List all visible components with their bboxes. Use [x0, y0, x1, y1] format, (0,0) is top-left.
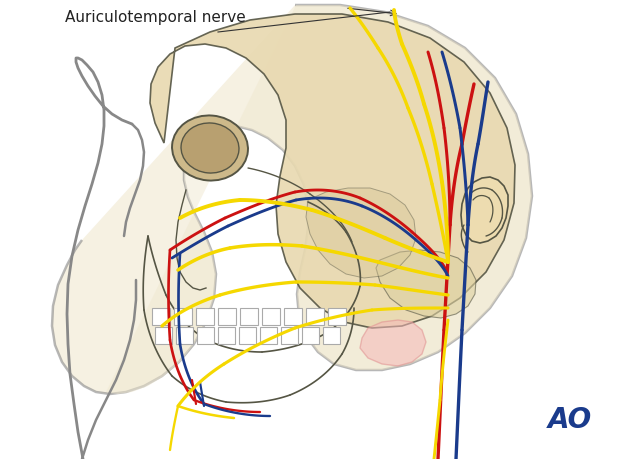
Polygon shape: [260, 327, 277, 344]
Ellipse shape: [172, 116, 248, 180]
Ellipse shape: [181, 123, 239, 173]
Polygon shape: [106, 5, 532, 394]
Polygon shape: [176, 327, 193, 344]
Text: AO: AO: [548, 406, 592, 434]
Polygon shape: [218, 327, 235, 344]
Polygon shape: [376, 250, 476, 318]
Polygon shape: [360, 320, 426, 366]
Polygon shape: [52, 5, 532, 394]
Polygon shape: [323, 327, 340, 344]
Polygon shape: [284, 308, 302, 325]
Polygon shape: [174, 308, 192, 325]
Polygon shape: [218, 308, 236, 325]
Polygon shape: [239, 327, 256, 344]
Polygon shape: [461, 177, 508, 243]
Polygon shape: [197, 327, 214, 344]
Polygon shape: [150, 14, 515, 328]
Polygon shape: [196, 308, 214, 325]
Polygon shape: [240, 308, 258, 325]
Polygon shape: [306, 188, 416, 278]
Polygon shape: [262, 308, 280, 325]
Polygon shape: [306, 308, 324, 325]
Polygon shape: [155, 327, 172, 344]
Polygon shape: [152, 308, 170, 325]
Polygon shape: [302, 327, 319, 344]
Polygon shape: [281, 327, 298, 344]
Polygon shape: [328, 308, 346, 325]
Text: Auriculotemporal nerve: Auriculotemporal nerve: [65, 10, 246, 25]
